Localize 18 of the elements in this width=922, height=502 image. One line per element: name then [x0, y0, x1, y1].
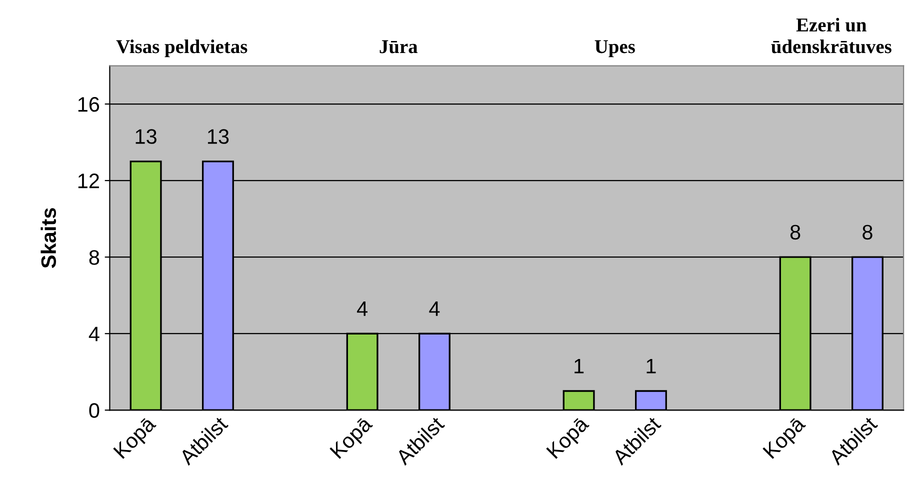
data-label: 1: [646, 358, 656, 374]
y-axis-title: Skaits: [40, 208, 56, 268]
data-label: 8: [790, 224, 800, 240]
y-tick-label: 8: [89, 250, 100, 265]
text: Jūra: [380, 40, 418, 54]
data-label: 4: [429, 302, 440, 316]
data-label: 8: [862, 224, 872, 240]
text: Visas peldvietas: [116, 40, 248, 58]
y-tick-label: 12: [78, 174, 99, 188]
y-tick-label: 16: [78, 97, 100, 112]
y-tick-label: 0: [89, 403, 100, 418]
data-label: 13: [208, 129, 229, 144]
data-label: 1: [574, 358, 584, 374]
data-label: 13: [136, 129, 156, 144]
data-label: 4: [356, 302, 368, 316]
text: Upes: [594, 40, 635, 58]
y-tick-label: 4: [88, 326, 100, 342]
text: Ezeri un ūdenskrātuves: [771, 18, 892, 54]
